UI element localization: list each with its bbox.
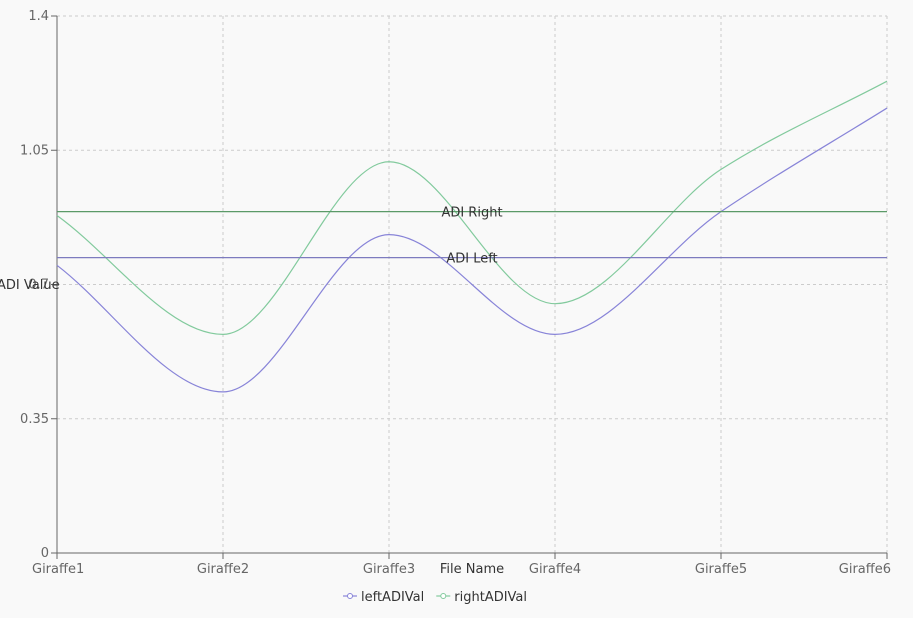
legend-swatch-dot — [440, 593, 447, 599]
y-tick-label: 1.05 — [20, 143, 49, 158]
x-axis-title: File Name — [440, 562, 504, 577]
reference-line-label: ADI Right — [441, 206, 502, 221]
x-tick-label: Giraffe6 — [839, 562, 891, 577]
reference-line-label: ADI Left — [446, 252, 497, 267]
series-lines — [56, 80, 888, 393]
axes — [51, 15, 888, 559]
reference-lines: ADI Right ADI Left — [57, 206, 887, 267]
legend: leftADIVal rightADIVal — [343, 590, 527, 605]
legend-label: rightADIVal — [454, 590, 527, 605]
y-tick-labels: 0 0.35 0.7 1.05 1.4 — [20, 9, 49, 561]
legend-item: rightADIVal — [436, 590, 527, 605]
series-line-rightADIVal — [56, 80, 888, 335]
y-tick-label: 0.35 — [20, 412, 49, 427]
y-tick-label: 0.7 — [28, 278, 49, 293]
x-tick-label: Giraffe3 — [363, 562, 415, 577]
x-tick-label: Giraffe4 — [529, 562, 581, 577]
x-tick-label: Giraffe2 — [197, 562, 249, 577]
series-line-leftADIVal — [56, 107, 888, 393]
legend-item: leftADIVal — [343, 590, 424, 605]
x-tick-labels: Giraffe1 Giraffe2 Giraffe3 Giraffe4 Giraffe5… — [32, 562, 891, 577]
y-tick-label: 1.4 — [28, 9, 49, 24]
x-tick-label: Giraffe5 — [695, 562, 747, 577]
y-tick-label: 0 — [41, 546, 49, 561]
legend-label: leftADIVal — [361, 590, 424, 605]
x-tick-label: Giraffe1 — [32, 562, 84, 577]
legend-swatch-dot — [347, 593, 353, 599]
y-axis-title: ADI Value — [0, 278, 60, 293]
